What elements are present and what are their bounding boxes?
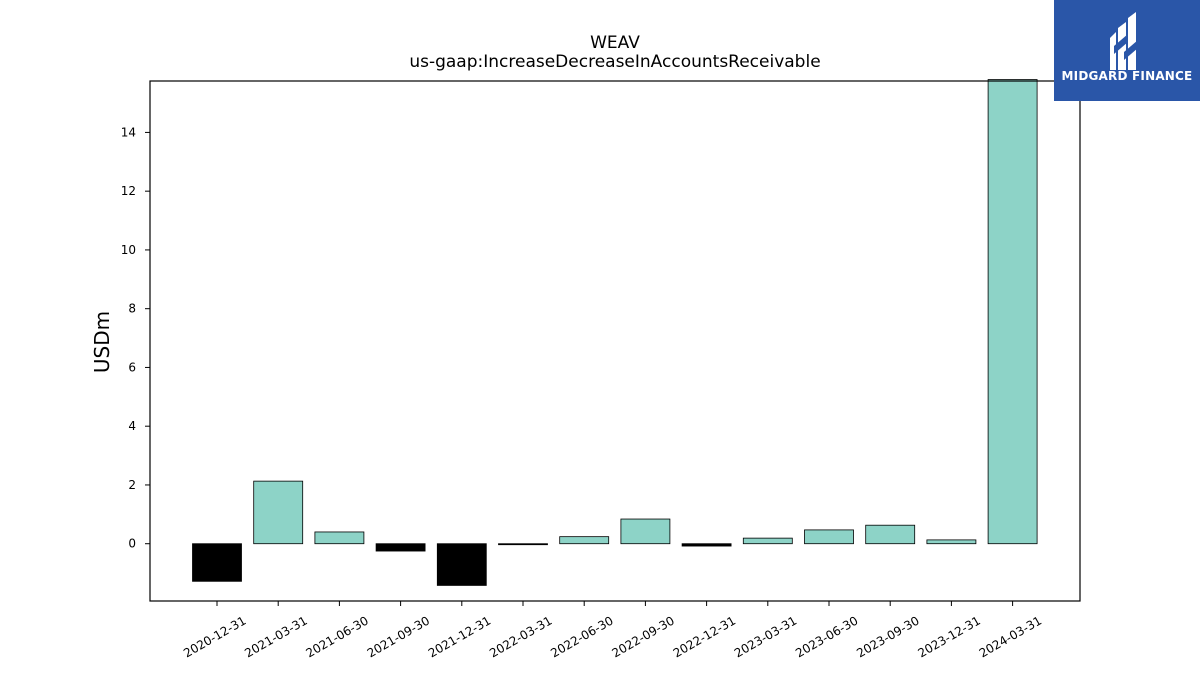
bar-2021-03-31 — [253, 480, 304, 545]
x-tick-label: 2021-09-30 — [365, 613, 432, 660]
y-axis: 0 2 4 6 8 10 12 14 — [121, 125, 150, 551]
bar-2021-06-30 — [314, 531, 365, 545]
x-tick-label: 2021-06-30 — [303, 613, 370, 660]
bar-2023-09-30 — [865, 524, 916, 545]
bar-2021-09-30 — [375, 543, 426, 552]
x-tick-label: 2023-09-30 — [854, 613, 921, 660]
y-axis-label: USDm — [90, 311, 114, 373]
x-tick-label: 2021-03-31 — [242, 613, 309, 660]
bar-2023-12-31 — [926, 539, 977, 545]
bar-2022-06-30 — [559, 536, 610, 545]
bars-group — [192, 79, 1038, 586]
bar-2022-09-30 — [620, 518, 671, 545]
bar-2024-03-31 — [987, 79, 1038, 545]
y-tick-label: 6 — [128, 360, 136, 374]
plot-frame — [149, 80, 1081, 602]
bar-2021-12-31 — [436, 543, 487, 586]
y-tick-label: 0 — [128, 537, 136, 551]
x-tick-label: 2024-03-31 — [977, 613, 1044, 660]
bar-2022-12-31 — [681, 543, 732, 547]
x-tick-label: 2023-12-31 — [915, 613, 982, 660]
x-tick-label: 2021-12-31 — [426, 613, 493, 660]
x-tick-label: 2022-09-30 — [609, 613, 676, 660]
y-tick-label: 8 — [128, 302, 136, 316]
logo-text: MIDGARD FINANCE — [1061, 69, 1193, 83]
y-tick-label: 12 — [121, 184, 136, 198]
midgard-logo-icon — [1110, 12, 1138, 70]
bar-2022-03-31 — [498, 543, 548, 546]
x-axis: 2020-12-312021-03-312021-06-302021-09-30… — [181, 601, 1044, 660]
chart-subtitle: us-gaap:IncreaseDecreaseInAccountsReceiv… — [409, 52, 821, 72]
y-tick-label: 10 — [121, 243, 136, 257]
bar-2023-03-31 — [742, 537, 793, 545]
y-tick-label: 2 — [128, 478, 136, 492]
x-tick-label: 2020-12-31 — [181, 613, 248, 660]
x-tick-label: 2022-06-30 — [548, 613, 615, 660]
x-tick-label: 2023-03-31 — [732, 613, 799, 660]
x-tick-label: 2023-06-30 — [793, 613, 860, 660]
x-tick-label: 2022-03-31 — [487, 613, 554, 660]
bar-2020-12-31 — [192, 543, 242, 582]
bar-2023-06-30 — [804, 529, 854, 545]
chart-title: WEAV — [590, 33, 640, 53]
y-tick-label: 14 — [121, 125, 136, 139]
x-tick-label: 2022-12-31 — [671, 613, 738, 660]
company-logo: MIDGARD FINANCE — [1054, 0, 1200, 101]
y-tick-label: 4 — [128, 419, 136, 433]
